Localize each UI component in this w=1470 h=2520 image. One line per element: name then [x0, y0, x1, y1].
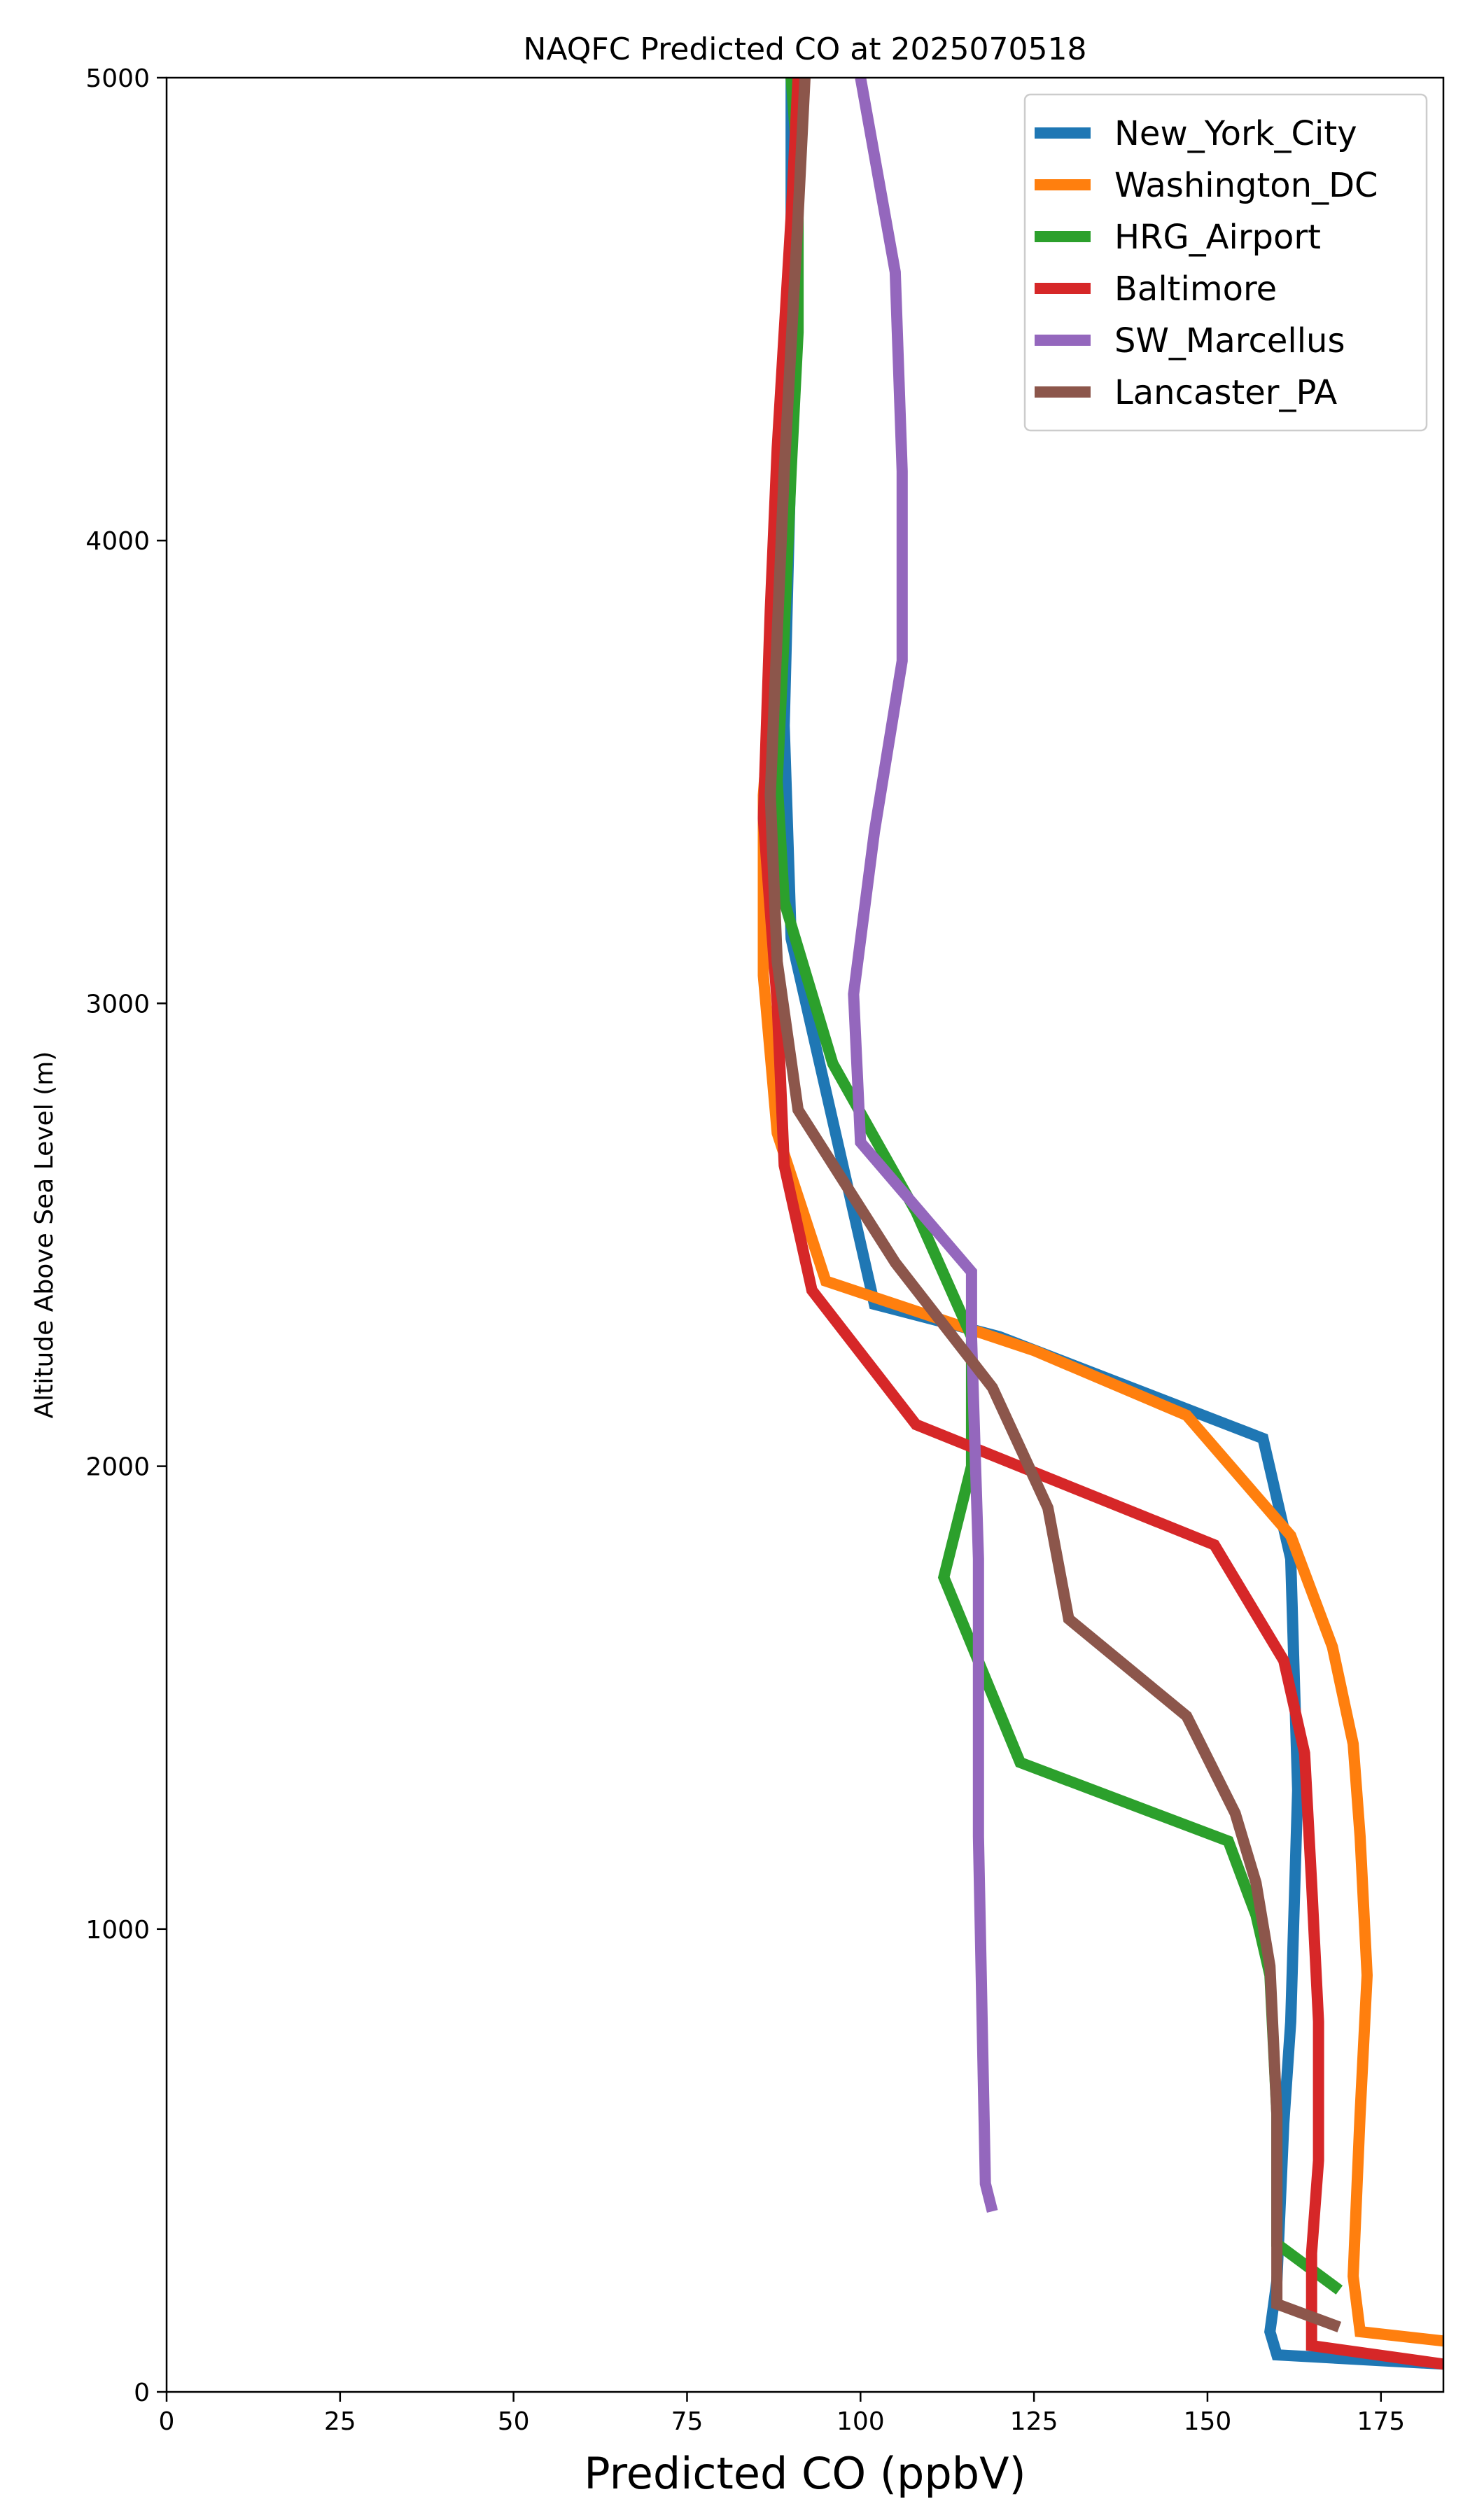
y-tick-label: 1000 — [85, 1916, 150, 1945]
legend-label: Baltimore — [1114, 270, 1277, 309]
x-axis-label: Predicted CO (ppbV) — [584, 2448, 1026, 2499]
y-axis-label: Altitude Above Sea Level (m) — [30, 1051, 59, 1419]
y-tick-label: 4000 — [85, 527, 150, 556]
series-line-sw-marcellus — [848, 78, 998, 2213]
x-tick-label: 0 — [159, 2407, 175, 2436]
x-tick-label: 25 — [324, 2407, 356, 2436]
legend-label: HRG_Airport — [1114, 218, 1321, 257]
legend-frame — [1023, 93, 1428, 432]
y-axis-ticks: 0 1000 2000 3000 4000 5000 — [85, 64, 167, 2407]
x-tick-label: 100 — [836, 2407, 885, 2436]
legend-label: New_York_City — [1114, 114, 1357, 153]
legend-label: SW_Marcellus — [1114, 321, 1345, 360]
series-line-baltimore — [757, 78, 1443, 2370]
legend: New_York_City Washington_DC HRG_Airport Bal… — [1023, 93, 1428, 432]
legend-label: Lancaster_PA — [1114, 373, 1337, 412]
y-tick-label: 3000 — [85, 990, 150, 1018]
y-tick-label: 2000 — [85, 1453, 150, 1482]
x-axis-ticks: 0 25 50 75 100 125 150 175 — [159, 2392, 1405, 2436]
y-tick-label: 5000 — [85, 64, 150, 93]
series-line-lancaster-pa — [764, 78, 1342, 2332]
y-tick-label: 0 — [134, 2379, 150, 2407]
chart-title: NAQFC Predicted CO at 2025070518 — [524, 31, 1087, 67]
plot-lines — [757, 78, 1443, 2370]
plot-frame — [165, 76, 1445, 2393]
x-tick-label: 125 — [1010, 2407, 1058, 2436]
x-tick-label: 150 — [1184, 2407, 1232, 2436]
x-tick-label: 75 — [671, 2407, 704, 2436]
x-tick-label: 175 — [1357, 2407, 1405, 2436]
x-tick-label: 50 — [498, 2407, 530, 2436]
legend-label: Washington_DC — [1114, 166, 1378, 205]
